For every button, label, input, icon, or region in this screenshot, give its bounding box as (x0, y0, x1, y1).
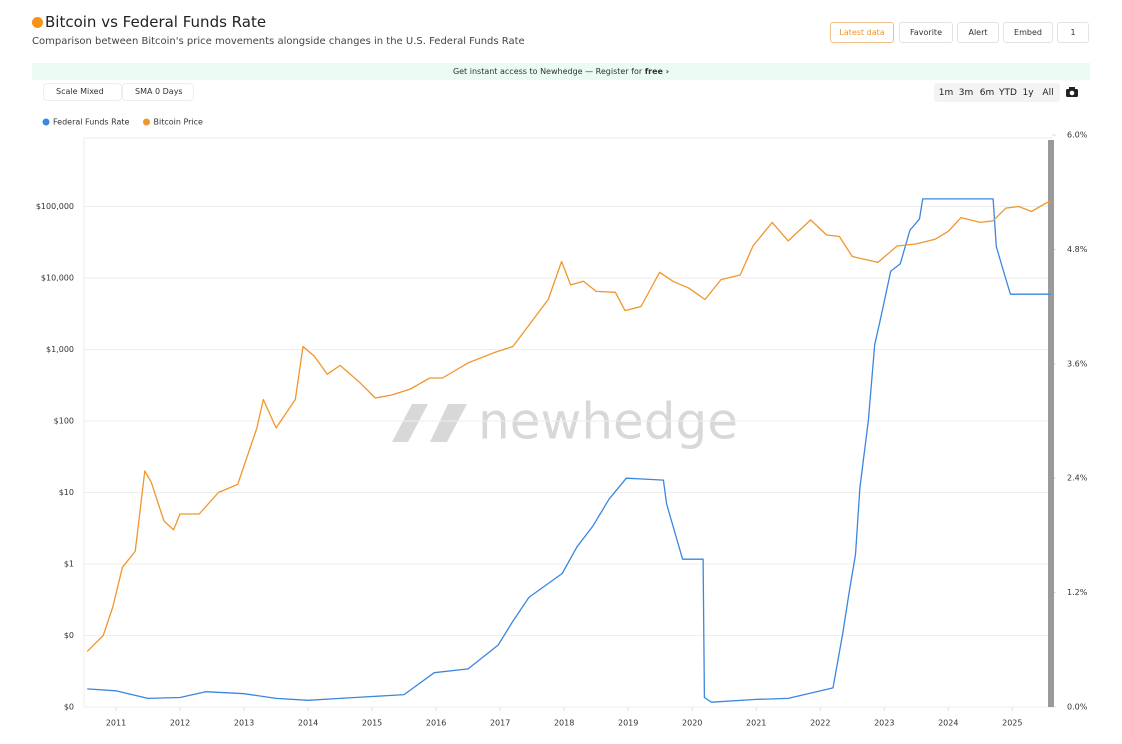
y2-tick-label: 1.2% (1067, 588, 1088, 597)
x-tick-label: 2022 (810, 719, 830, 728)
y2-tick-label: 6.0% (1067, 131, 1088, 140)
y-tick-label: $1,000 (46, 345, 74, 354)
range-button[interactable]: All (1042, 88, 1054, 98)
x-tick-label: 2017 (490, 719, 510, 728)
y2-tick-label: 2.4% (1067, 474, 1088, 483)
x-tick-label: 2023 (874, 719, 894, 728)
alert-button[interactable]: Alert (957, 22, 999, 43)
x-tick-label: 2019 (618, 719, 638, 728)
sma-select[interactable]: SMA 0 Days (123, 84, 193, 100)
favorite-button[interactable]: Favorite (899, 22, 953, 43)
camera-icon[interactable] (1065, 86, 1079, 98)
range-group (934, 83, 1060, 102)
x-tick-label: 2016 (426, 719, 446, 728)
range-button[interactable]: 1y (1022, 88, 1034, 98)
range-handle (1048, 140, 1054, 707)
y-tick-label: $100,000 (36, 202, 74, 211)
embed-button[interactable]: Embed (1003, 22, 1053, 43)
latest-data-button[interactable]: Latest data (830, 22, 894, 43)
y-tick-label: $10,000 (41, 274, 74, 283)
banner-text: Get instant access to Newhedge — Registe… (452, 67, 643, 76)
watermark-logo (392, 404, 467, 442)
x-tick-label: 2018 (554, 719, 574, 728)
range-button[interactable]: 1m (938, 88, 954, 98)
x-tick-label: 2014 (298, 719, 318, 728)
range-button[interactable]: 3m (958, 88, 974, 98)
x-tick-label: 2021 (746, 719, 766, 728)
y-tick-label: $10 (59, 488, 74, 497)
scale-select[interactable]: Scale Mixed (44, 84, 121, 100)
legend-label: Federal Funds Rate (53, 118, 130, 127)
bitcoin-icon (32, 17, 43, 28)
banner[interactable]: Get instant access to Newhedge — Registe… (32, 63, 1090, 80)
x-tick-label: 2015 (362, 719, 382, 728)
banner-link[interactable]: free › (644, 67, 670, 76)
views-button[interactable]: 1 (1057, 22, 1089, 43)
y2-tick-label: 0.0% (1067, 703, 1088, 712)
page-subtitle: Comparison between Bitcoin's price movem… (32, 36, 525, 47)
y-tick-label: $0 (64, 631, 74, 640)
range-button[interactable]: 6m (979, 88, 995, 98)
x-tick-label: 2020 (682, 719, 702, 728)
series-line (87, 198, 1051, 703)
y-tick-label: $100 (54, 417, 74, 426)
y-tick-label: $0 (64, 703, 74, 712)
series-line (86, 200, 1052, 652)
x-tick-label: 2025 (1002, 719, 1022, 728)
x-tick-label: 2012 (170, 719, 190, 728)
legend-label: Bitcoin Price (153, 118, 203, 127)
x-tick-label: 2024 (938, 719, 958, 728)
y-tick-label: $1 (64, 560, 74, 569)
plot: $0 $0 $1 $10 $100 $1,000 $10,000 $100,000 0.0% 1.… (36, 118, 1088, 728)
x-tick-label: 2011 (106, 719, 126, 728)
legend-marker (42, 118, 50, 126)
range-button[interactable]: YTD (999, 88, 1017, 98)
page-title: Bitcoin vs Federal Funds Rate (45, 13, 267, 31)
x-tick-label: 2013 (234, 719, 254, 728)
legend-marker (142, 118, 150, 126)
y2-tick-label: 3.6% (1067, 359, 1088, 368)
y2-tick-label: 4.8% (1067, 245, 1088, 254)
